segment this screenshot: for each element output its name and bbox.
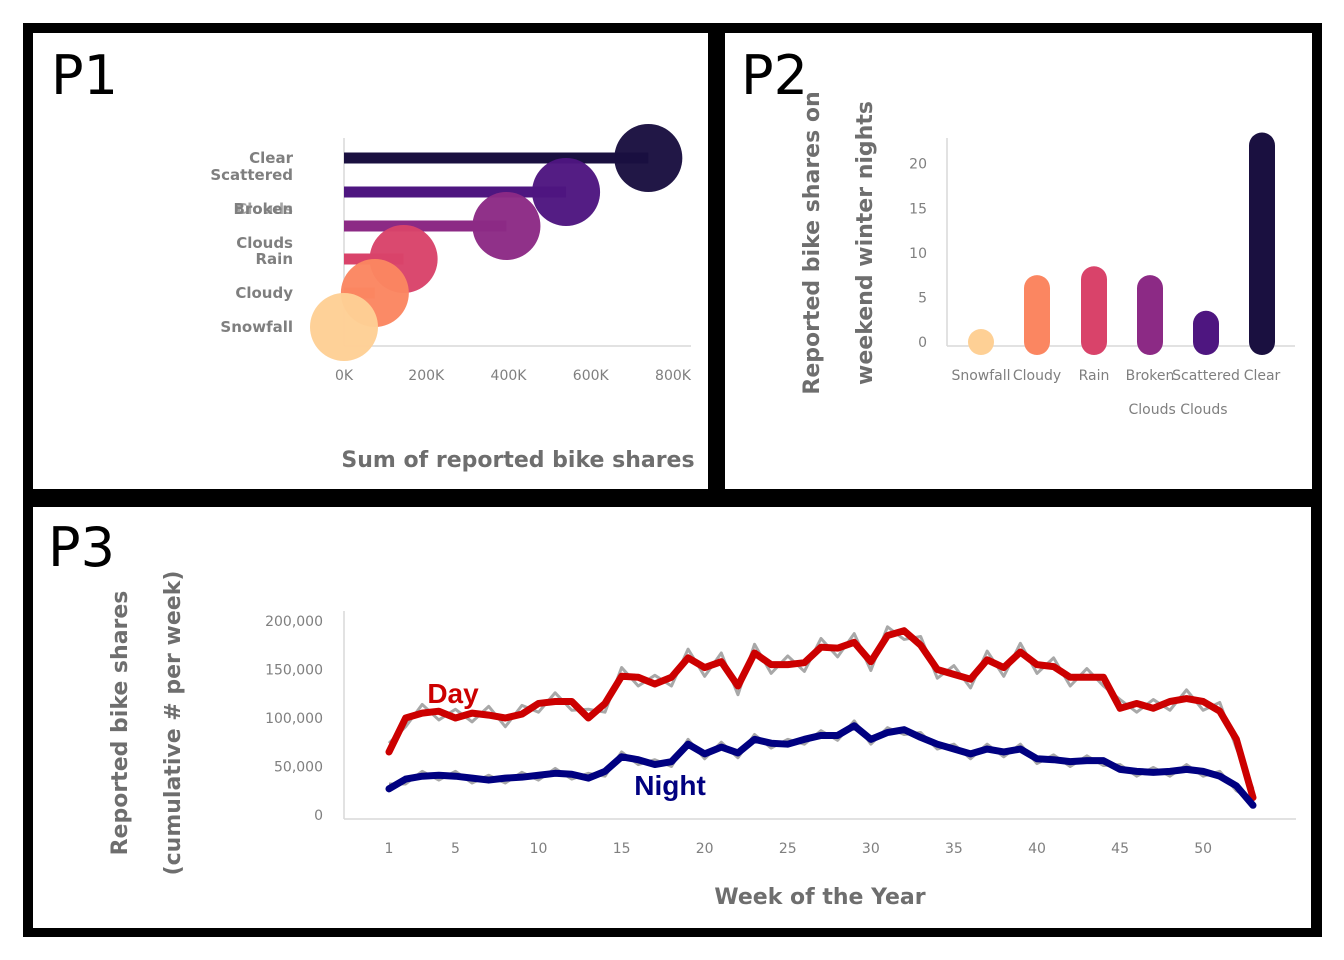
p1-x-tick-0: 0K xyxy=(335,368,354,384)
p2-y-tick-3: 15 xyxy=(909,201,927,217)
p1-x-tick-2: 400K xyxy=(491,368,528,384)
line-chart-p3: Reported bike shares (cumulative # per w… xyxy=(108,571,1296,910)
p1-x-tick-3: 600K xyxy=(573,368,610,384)
p1-category-label-overlap: Clouds xyxy=(236,200,293,218)
p1-dot-clear xyxy=(614,124,683,192)
p3-y-axis-title-line2: (cumulative # per week) xyxy=(161,571,186,876)
lollipop-chart-p1: ClearScatteredBrokenCloudsRainCloudySnow… xyxy=(210,124,695,473)
panel-p2: P2 Reported bike shares on weekend winte… xyxy=(725,33,1312,489)
p2-y-axis-title-line2: weekend winter nights xyxy=(853,101,878,385)
p2-x-tick-2: Rain xyxy=(1079,368,1110,384)
p2-y-tick-4: 20 xyxy=(909,157,927,173)
p3-y-tick-0: 0 xyxy=(314,808,323,824)
panel-label-p1: P1 xyxy=(51,44,118,107)
p1-dot-broken-clouds xyxy=(472,192,541,260)
p1-x-axis-title: Sum of reported bike shares xyxy=(341,448,694,473)
p3-x-tick-0: 1 xyxy=(385,841,394,857)
p1-category-label-0: Clear xyxy=(249,149,293,167)
p3-x-tick-8: 40 xyxy=(1028,841,1046,857)
p3-x-axis-title: Week of the Year xyxy=(714,885,925,910)
p3-y-axis-title-line1: Reported bike shares xyxy=(108,591,133,856)
p3-x-tick-7: 35 xyxy=(945,841,963,857)
p2-y-tick-1: 5 xyxy=(918,290,927,306)
p2-bar-cloudy xyxy=(1024,275,1050,355)
p2-y-tick-2: 10 xyxy=(909,246,927,262)
p2-bar-broken-clouds xyxy=(1137,275,1163,355)
p3-series-label-night: Night xyxy=(634,770,706,801)
p1-dot-snowfall xyxy=(310,293,378,361)
p3-x-tick-1: 5 xyxy=(451,841,460,857)
p3-x-tick-10: 50 xyxy=(1194,841,1212,857)
p2-x-tick-1: Cloudy xyxy=(1013,368,1061,384)
p3-x-tick-6: 30 xyxy=(862,841,880,857)
p3-y-tick-2: 100,000 xyxy=(265,711,323,727)
p2-y-tick-0: 0 xyxy=(918,335,927,351)
bar-chart-p2: Reported bike shares on weekend winter n… xyxy=(800,91,1295,418)
p2-x-tick-4: Scattered xyxy=(1172,368,1240,384)
p2-bar-scattered-clouds xyxy=(1193,310,1219,355)
p2-x-tick-line2: Clouds Clouds xyxy=(1128,402,1227,418)
p2-y-axis-title-line1: Reported bike shares on xyxy=(800,91,825,394)
p3-x-tick-9: 45 xyxy=(1111,841,1129,857)
panel-label-p2: P2 xyxy=(741,44,808,107)
p1-x-tick-4: 800K xyxy=(655,368,692,384)
p3-x-tick-5: 25 xyxy=(779,841,797,857)
p1-category-label-5: Cloudy xyxy=(235,284,293,302)
p3-series-label-day: Day xyxy=(427,678,479,709)
panel-p1: P1 Clear Scattered Broken Clouds Rain Cloudy S… xyxy=(33,33,708,489)
panel-p3: P3 Reported bike shares (cumulative # pe… xyxy=(33,507,1311,928)
p3-y-tick-4: 200,000 xyxy=(265,614,323,630)
p1-dot-scattered-clouds xyxy=(532,158,601,226)
p1-category-label-4: Rain xyxy=(256,250,294,268)
p3-series-line-day xyxy=(385,627,1257,802)
p1-category-label-3: Clouds xyxy=(236,234,293,252)
panel-label-p3: P3 xyxy=(48,516,115,579)
p2-bar-rain xyxy=(1081,266,1107,355)
p3-series-line-night xyxy=(385,722,1257,809)
p1-category-label-2: Broken xyxy=(233,200,293,218)
p1-category-label-1: Scattered xyxy=(210,166,293,184)
p3-y-tick-3: 150,000 xyxy=(265,663,323,679)
p2-bar-clear xyxy=(1249,132,1275,355)
p3-y-tick-1: 50,000 xyxy=(274,760,323,776)
p3-x-tick-2: 10 xyxy=(530,841,548,857)
p2-x-tick-3: Broken xyxy=(1126,368,1175,384)
p2-x-tick-5: Clear xyxy=(1244,368,1281,384)
p2-bar-snowfall xyxy=(968,329,994,355)
p1-x-tick-1: 200K xyxy=(408,368,445,384)
p2-x-tick-0: Snowfall xyxy=(951,368,1010,384)
p3-x-tick-4: 20 xyxy=(696,841,714,857)
p1-category-label-6: Snowfall xyxy=(220,318,293,336)
p3-x-tick-3: 15 xyxy=(613,841,631,857)
